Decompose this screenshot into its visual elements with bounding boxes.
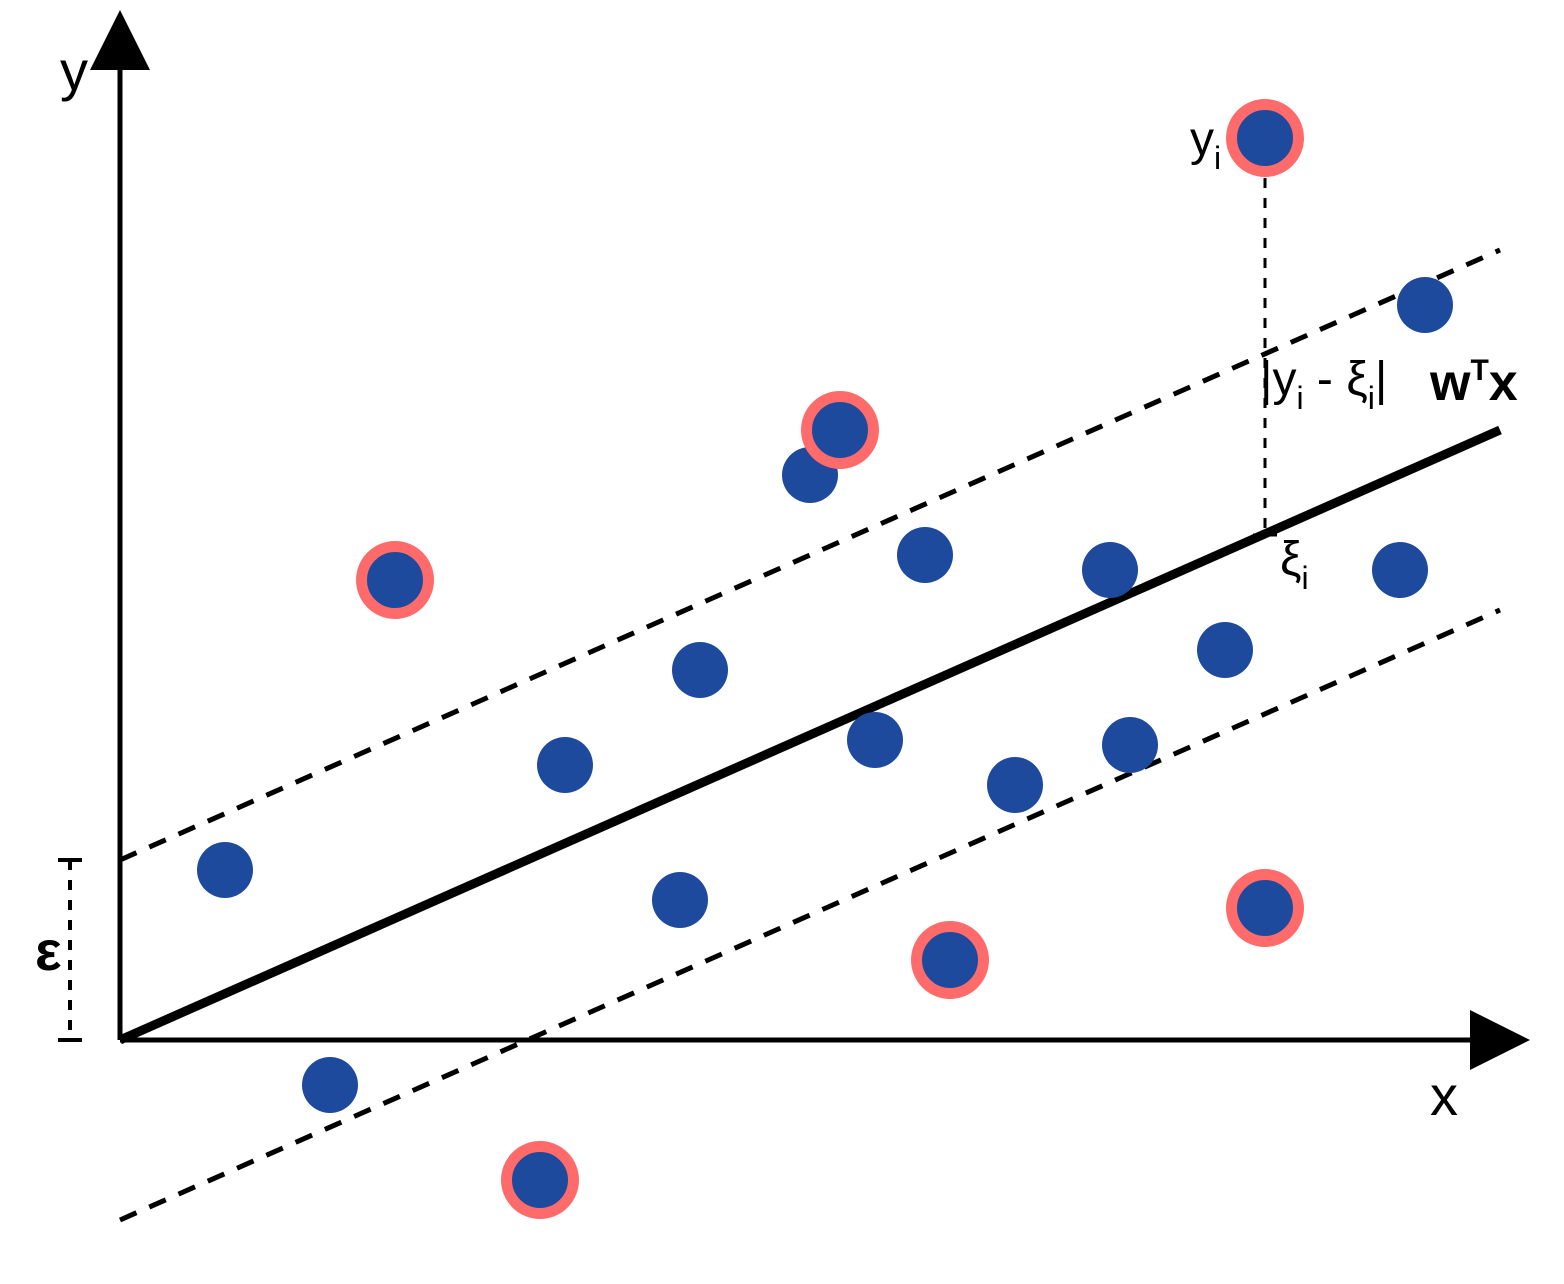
svr-diagram: x y ε wTx yi |yi - ξi| ξi (0, 0, 1564, 1284)
support-vector-point (507, 1147, 574, 1214)
support-vector-point (1232, 875, 1299, 942)
support-vector-point (1232, 105, 1299, 172)
support-vector-point (362, 547, 429, 614)
yi-label: yi (1190, 113, 1221, 176)
regression-line (120, 430, 1500, 1040)
support-vector-point (917, 927, 984, 994)
data-point (897, 527, 953, 583)
data-point (1397, 277, 1453, 333)
data-point (1082, 542, 1138, 598)
data-points (197, 105, 1453, 1214)
x-axis-label: x (1430, 1064, 1458, 1127)
data-point (197, 842, 253, 898)
data-point (987, 757, 1043, 813)
regression-line-label: wTx (1429, 354, 1518, 412)
epsilon-label: ε (35, 919, 62, 982)
text-labels: x y ε wTx yi |yi - ξi| ξi (35, 39, 1518, 1127)
data-point (537, 737, 593, 793)
data-point (1102, 717, 1158, 773)
y-axis-label: y (60, 39, 88, 102)
data-point (847, 712, 903, 768)
data-point (1372, 542, 1428, 598)
epsilon-bracket (58, 860, 82, 1040)
data-point (302, 1057, 358, 1113)
slack-indicator (1253, 138, 1277, 535)
data-point (652, 872, 708, 928)
xi-label: ξi (1280, 533, 1309, 596)
residual-label: |yi - ξi| (1260, 353, 1387, 416)
support-vector-point (807, 397, 874, 464)
data-point (1197, 622, 1253, 678)
data-point (672, 642, 728, 698)
